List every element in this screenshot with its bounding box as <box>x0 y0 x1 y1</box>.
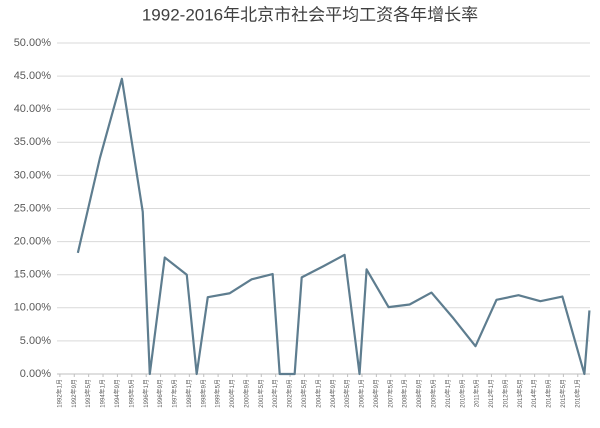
x-tick-label: 2010年9月 <box>458 379 466 408</box>
x-tick-label: 2010年1月 <box>444 379 452 408</box>
x-tick-label: 2000年9月 <box>242 379 250 408</box>
x-tick-label: 2004年9月 <box>329 379 337 408</box>
x-tick-label: 2004年1月 <box>314 379 322 408</box>
x-tick-label: 1996年1月 <box>142 379 150 408</box>
x-tick-label: 2012年9月 <box>501 379 509 408</box>
x-tick-label: 1998年1月 <box>185 379 193 408</box>
x-tick-label: 2016年1月 <box>573 379 581 408</box>
x-tick-label: 1993年5月 <box>84 379 92 408</box>
y-tick-label: 10.00% <box>14 302 52 314</box>
x-tick-label: 2003年5月 <box>300 379 308 408</box>
x-tick-label: 2002年1月 <box>271 379 279 408</box>
x-tick-label: 2000年1月 <box>228 379 236 408</box>
x-tick-label: 1995年5月 <box>127 379 135 408</box>
data-line <box>76 77 591 376</box>
y-tick-label: 45.00% <box>14 70 52 82</box>
y-tick-label: 20.00% <box>14 236 52 248</box>
y-tick-label: 35.00% <box>14 136 52 148</box>
y-tick-label: 5.00% <box>20 335 51 347</box>
x-tick-label: 2012年1月 <box>487 379 495 408</box>
x-tick-label: 2008年9月 <box>415 379 423 408</box>
x-tick-label: 2002年9月 <box>286 379 294 408</box>
x-tick-label: 1999年5月 <box>214 379 222 408</box>
y-tick-label: 30.00% <box>14 169 52 181</box>
y-tick-label: 40.00% <box>14 103 52 115</box>
y-tick-label: 15.00% <box>14 269 52 281</box>
x-tick-label: 1997年5月 <box>171 379 179 408</box>
x-tick-label: 2001年5月 <box>257 379 265 408</box>
x-tick-label: 2014年9月 <box>545 379 553 408</box>
x-tick-label: 2014年1月 <box>530 379 538 408</box>
x-tick-label: 2015年5月 <box>559 379 567 408</box>
x-tick-label: 2005年5月 <box>343 379 351 408</box>
x-tick-label: 2011年5月 <box>473 379 481 407</box>
chart-title: 1992-2016年北京市社会平均工资各年增长率 <box>142 5 478 24</box>
x-tick-label: 1992年1月 <box>55 379 63 408</box>
x-tick-label: 2007年5月 <box>386 379 394 408</box>
x-tick-label: 2006年1月 <box>358 379 366 408</box>
x-tick-label: 1994年1月 <box>99 379 107 408</box>
y-tick-label: 25.00% <box>14 202 52 214</box>
x-tick-label: 1992年9月 <box>70 379 78 408</box>
x-tick-label: 2006年9月 <box>372 379 380 408</box>
x-tick-label: 2008年1月 <box>401 379 409 408</box>
x-tick-label: 2009年5月 <box>429 379 437 408</box>
y-tick-label: 50.00% <box>14 37 52 49</box>
x-tick-label: 1996年9月 <box>156 379 164 408</box>
y-tick-label: 0.00% <box>20 368 51 380</box>
x-tick-label: 1998年9月 <box>199 379 207 408</box>
x-tick-label: 2013年5月 <box>516 379 524 408</box>
x-tick-label: 1994年9月 <box>113 379 121 408</box>
